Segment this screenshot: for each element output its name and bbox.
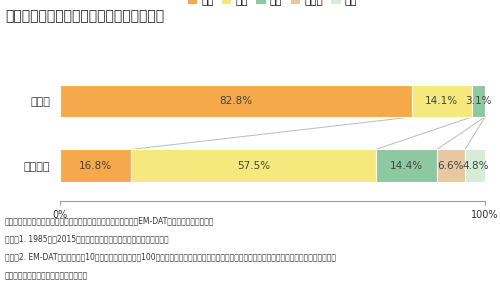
Text: 資料：ルーバン・カトリック大学疫学研究所災害データベース（EM-DAT）から中小企業庁作成: 資料：ルーバン・カトリック大学疫学研究所災害データベース（EM-DAT）から中小… xyxy=(5,216,214,225)
Text: 57.5%: 57.5% xyxy=(237,161,270,170)
Text: 14.1%: 14.1% xyxy=(426,96,458,106)
Bar xyxy=(472,85,485,117)
Text: 日本における自然災害被害額の災害別割合: 日本における自然災害被害額の災害別割合 xyxy=(5,9,164,23)
Text: 4.8%: 4.8% xyxy=(462,161,488,170)
Bar xyxy=(60,149,132,182)
Text: 82.8%: 82.8% xyxy=(220,96,252,106)
Text: 2. EM-DATでは「死者が10人以上」、「被災者が100人以上」、「緊急事態宣言の発令」、「国際救援の要請」のいずれかに該当する事象を: 2. EM-DATでは「死者が10人以上」、「被災者が100人以上」、「緊急事態… xyxy=(5,253,336,262)
Text: 14.4%: 14.4% xyxy=(390,161,423,170)
Bar xyxy=(437,149,465,182)
Text: （注）1. 1985年～2015年の自然災害による被害額を集計している。: （注）1. 1985年～2015年の自然災害による被害額を集計している。 xyxy=(5,234,168,243)
Bar xyxy=(412,85,472,117)
Text: 6.6%: 6.6% xyxy=(438,161,464,170)
Bar xyxy=(465,149,485,182)
Text: 3.1%: 3.1% xyxy=(465,96,491,106)
Text: 16.8%: 16.8% xyxy=(79,161,112,170)
Bar xyxy=(60,85,412,117)
Bar xyxy=(132,149,376,182)
Text: 「災害」として登録している。: 「災害」として登録している。 xyxy=(5,271,88,280)
Legend: 地震, 台風, 洪水, 地滑り, 火山: 地震, 台風, 洪水, 地滑り, 火山 xyxy=(188,0,358,5)
Bar xyxy=(376,149,437,182)
